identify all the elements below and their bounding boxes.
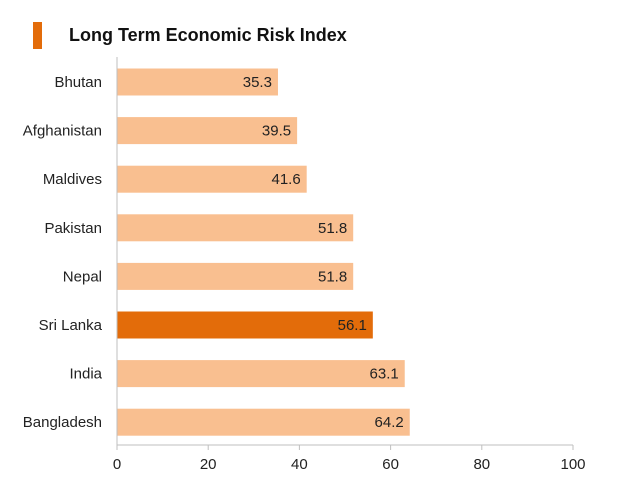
category-label-sri-lanka: Sri Lanka	[39, 317, 103, 334]
category-label-india: India	[69, 366, 102, 383]
bar-afghanistan	[117, 117, 298, 145]
value-label-india: 63.1	[370, 366, 399, 383]
value-label-bhutan: 35.3	[243, 74, 272, 91]
bar-bhutan	[117, 68, 278, 96]
category-label-pakistan: Pakistan	[44, 220, 102, 237]
bar-maldives	[117, 165, 307, 193]
category-label-bhutan: Bhutan	[54, 74, 102, 91]
labels-layer: Bhutan 35.3 Afghanistan 39.5 Maldives 41.6 Pak…	[23, 74, 586, 473]
bar-pakistan	[117, 214, 354, 242]
bar-india	[117, 360, 405, 388]
x-tick-label-0: 0	[113, 456, 121, 473]
bar-sri-lanka	[117, 311, 373, 339]
value-label-maldives: 41.6	[271, 171, 300, 188]
x-tick-label-60: 60	[382, 456, 399, 473]
value-label-bangladesh: 64.2	[375, 414, 404, 431]
x-tick-label-80: 80	[473, 456, 490, 473]
x-tick-label-40: 40	[291, 456, 308, 473]
value-label-sri-lanka: 56.1	[338, 317, 367, 334]
bar-nepal	[117, 262, 354, 290]
x-tick-label-100: 100	[560, 456, 585, 473]
value-label-nepal: 51.8	[318, 268, 347, 285]
chart-title: Long Term Economic Risk Index	[69, 25, 347, 45]
title-marker	[33, 22, 42, 49]
bar-bangladesh	[117, 408, 410, 436]
category-label-maldives: Maldives	[43, 171, 102, 188]
value-label-afghanistan: 39.5	[262, 123, 291, 140]
category-label-bangladesh: Bangladesh	[23, 414, 102, 431]
axis-layer	[116, 57, 574, 450]
value-label-pakistan: 51.8	[318, 220, 347, 237]
category-label-afghanistan: Afghanistan	[23, 123, 102, 140]
bars-layer	[117, 68, 410, 436]
category-label-nepal: Nepal	[63, 268, 102, 285]
x-tick-label-20: 20	[200, 456, 217, 473]
